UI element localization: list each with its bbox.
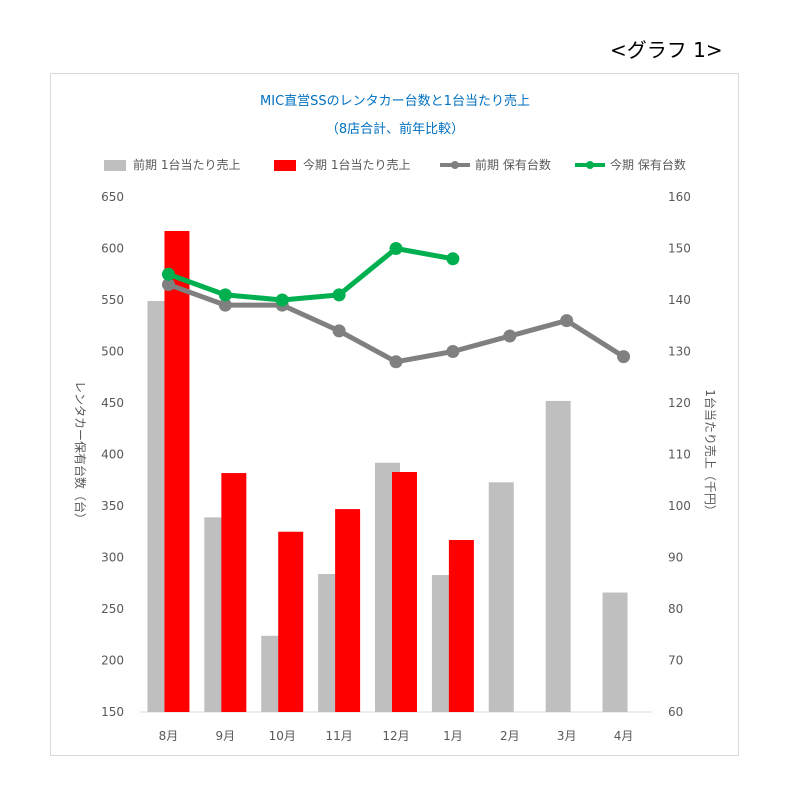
line-series [161,242,631,369]
right-tick-label: 140 [668,293,691,307]
right-tick-label: 100 [668,499,691,513]
series-point [218,288,232,302]
bar [221,473,247,712]
left-tick-label: 600 [101,242,124,256]
series-point [446,252,460,266]
bar [488,482,514,712]
left-tick-label: 300 [101,551,124,565]
bar [278,531,304,712]
series-point [446,345,460,358]
chart-frame [50,73,739,756]
legend-swatch [104,160,126,171]
right-axis-title: 1台当たり売上（千円） [703,389,718,517]
chart-subtitle: （8店合計、前年比較） [326,121,464,137]
x-tick-label: 3月 [557,729,577,743]
left-tick-label: 200 [101,654,124,668]
left-tick-label: 350 [101,499,124,513]
right-tick-label: 130 [668,345,691,359]
right-tick-label: 60 [668,705,683,719]
bar-series [147,230,628,713]
series-point [560,314,574,328]
legend: 前期 1台当たり売上 今期 1台当たり売上 前期 保有台数 今期 保有台数 [104,157,686,172]
legend-label: 前期 1台当たり売上 [133,157,240,172]
series-line [165,246,456,303]
legend-swatch [274,160,296,171]
series-point [161,267,175,281]
bar [335,509,361,712]
x-tick-label: 4月 [614,729,634,743]
legend-label: 今期 1台当たり売上 [303,157,410,172]
right-tick-label: 70 [668,654,683,668]
right-tick-label: 150 [668,242,691,256]
left-tick-label: 500 [101,345,124,359]
series-point [617,350,631,364]
legend-label: 前期 保有台数 [475,157,551,172]
left-tick-label: 650 [101,190,124,204]
x-tick-label: 2月 [500,729,520,743]
chart-title: MIC直営SSのレンタカー台数と1台当たり売上 [260,93,530,109]
bar [602,592,628,712]
x-tick-label: 11月 [325,729,352,743]
right-tick-label: 90 [668,551,683,565]
series-point [332,288,346,302]
legend-label: 今期 保有台数 [610,157,686,172]
x-tick-label: 9月 [216,729,236,743]
series-point [332,324,346,338]
x-tick-label: 12月 [382,729,409,743]
right-tick-label: 160 [668,190,691,204]
graph-number-label: <グラフ 1> [610,38,723,62]
x-tick-label: 10月 [269,729,296,743]
right-tick-label: 120 [668,396,691,410]
legend-marker [451,161,459,169]
right-tick-label: 110 [668,448,691,462]
series-point [161,278,175,292]
axis-ticks: 150 200 250 300 350 400 450 500 550 600 650 60 70 80 9… [101,190,691,743]
right-tick-label: 80 [668,602,683,616]
series-point [275,293,289,307]
left-tick-label: 400 [101,448,124,462]
series-point [389,242,403,255]
left-tick-label: 450 [101,396,124,410]
bar [164,230,190,713]
bar [392,472,417,712]
series-point [389,355,403,369]
series-point [503,329,517,343]
series-point [218,298,232,312]
x-tick-label: 8月 [159,729,179,743]
x-tick-label: 1月 [443,729,463,743]
left-tick-label: 250 [101,602,124,616]
left-axis-title: レンタカー保有台数（台） [73,381,88,525]
bar [448,539,474,712]
bar [545,400,571,712]
left-tick-label: 550 [101,293,124,307]
left-tick-label: 150 [101,705,124,719]
legend-marker [586,161,594,169]
